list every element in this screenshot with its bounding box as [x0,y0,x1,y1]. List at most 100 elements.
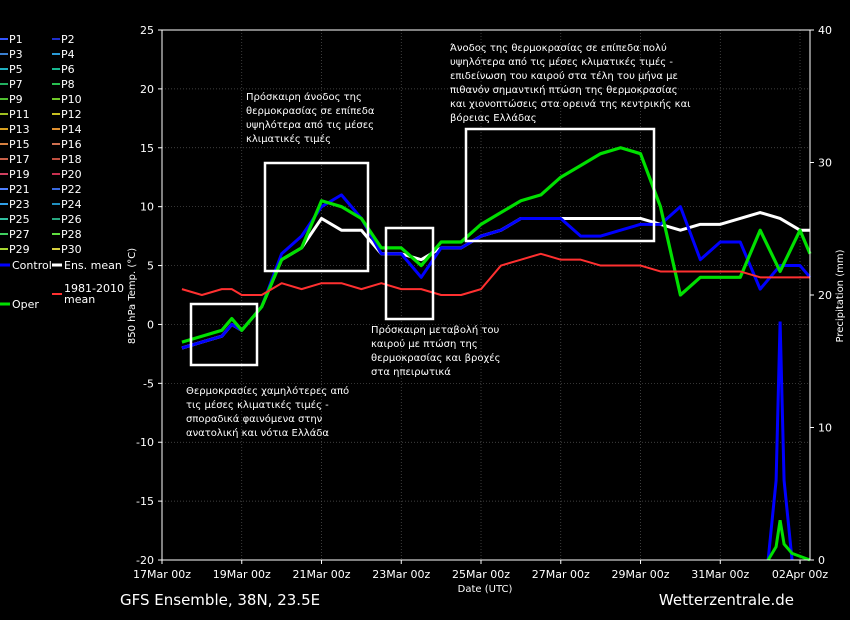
annotation-box [384,226,435,321]
legend-label: P18 [61,153,82,166]
legend-label: P25 [9,213,30,226]
y-tick-label-right: 0 [818,554,825,567]
y-tick-label-left: -20 [136,554,154,567]
legend-label: P22 [61,183,82,196]
y-axis-label-right: Precipitation (mm) [835,249,846,342]
x-tick-label: 17Mar 00z [133,568,191,581]
x-tick-label: 25Mar 00z [452,568,510,581]
legend-label: P1 [9,33,23,46]
y-tick-label-left: 20 [140,83,154,96]
annotation-line: σποραδικά φαινόμενα στην [186,413,323,425]
legend-label: P28 [61,228,82,241]
legend-label: P6 [61,63,75,76]
legend-label: Oper [12,298,39,311]
precip-line-control [766,321,794,561]
x-tick-label: 02Apr 00z [772,568,829,581]
legend-label-line: 1981-2010 [64,282,124,295]
legend-label: P12 [61,108,82,121]
annotation-line: καιρού με πτώση της [371,338,478,350]
annotation-line: θερμοκρασίας σε επίπεδα [246,105,375,117]
annotation-boxes [189,127,656,367]
annotation-line: βόρειας Ελλάδας [450,112,537,124]
legend-label-line: mean [64,293,95,306]
legend-label: P2 [61,33,75,46]
x-tick-label: 29Mar 00z [612,568,670,581]
legend-label: P20 [61,168,82,181]
y-tick-label-right: 30 [818,157,832,170]
x-tick-label: 21Mar 00z [292,568,350,581]
legend-label: P17 [9,153,30,166]
annotation-line: Θερμοκρασίες χαμηλότερες από [186,385,349,397]
y-tick-label-left: 25 [140,24,154,37]
legend-label: P16 [61,138,82,151]
legend-label: P24 [61,198,82,211]
annotation-line: πιθανόν σημαντική πτώση της θερμοκρασίας [450,84,678,96]
legend-label: P9 [9,93,23,106]
chart-title: Athens (GR) 850 hPa Temp. & Precipitatio… [163,3,707,22]
annotation-box [464,127,656,243]
legend-label: P23 [9,198,30,211]
legend-label: P13 [9,123,30,136]
annotation-text: Άνοδος της θερμοκρασίας σε επίπεδα πολύ υ… [450,42,691,124]
legend-label: P14 [61,123,82,136]
legend-label: P19 [9,168,30,181]
annotation-box [189,302,259,367]
legend-label: P29 [9,243,30,256]
legend-label: P11 [9,108,30,121]
chart-legend: P1 P2 P3 P4 P5 P6 P7 P8 P9 P10 P11 P12 P13 P14 P15 P16 P… [0,33,124,311]
annotation-line: επιδείνωση του καιρού στα τέλη του μήνα … [450,70,678,82]
y-tick-label-left: 10 [140,201,154,214]
legend-label: P4 [61,48,75,61]
precip-line-oper [766,520,811,562]
x-tick-label: 27Mar 00z [532,568,590,581]
annotation-line: και χιονοπτώσεις στα ορεινά της κεντρική… [450,98,691,110]
y-tick-label-left: 0 [147,318,154,331]
annotation-line: υψηλότερα από τις μέσες κλιματικές τιμές… [450,56,673,68]
y-tick-label-left: 5 [147,260,154,273]
legend-label: P27 [9,228,30,241]
legend-label: P7 [9,78,23,91]
legend-label: P5 [9,63,23,76]
temperature-series [181,146,812,350]
legend-label: Ens. mean [64,259,122,272]
annotation-text: Θερμοκρασίες χαμηλότερες από τις μέσες κλ… [186,385,349,439]
chart-axes: -20 -15 -10 -5 0 5 10 15 20 25 0 10 20 30 40 17Mar 00z 1… [133,24,832,581]
series-line-oper [181,146,812,344]
legend-label: P8 [61,78,75,91]
footer-site: Wetterzentrale.de [659,591,794,609]
annotation-line: υψηλότερα από τις μέσες [246,119,374,131]
legend-label: 1981-2010 mean [64,282,124,306]
legend-label: Control [12,259,52,272]
annotation-line: Πρόσκαιρη μεταβολή του [371,324,500,336]
x-axis-label: Date (UTC) [458,584,513,595]
legend-label: P26 [61,213,82,226]
y-tick-label-left: -15 [136,495,154,508]
y-axis-label-left: 850 hPa Temp. (°C) [127,248,138,344]
annotation-line: κλιματικές τιμές [246,133,331,145]
annotation-line: τις μέσες κλιματικές τιμές - [186,399,329,411]
annotation-text: Πρόσκαιρη άνοδος της θερμοκρασίας σε επίπ… [246,91,375,145]
x-tick-label: 23Mar 00z [372,568,430,581]
annotation-line: θερμοκρασίας και βροχές [371,352,501,364]
legend-label: P15 [9,138,30,151]
y-tick-label-right: 40 [818,24,832,37]
legend-label: P3 [9,48,23,61]
footer-source: GFS Ensemble, 38N, 23.5E [120,591,320,609]
annotation-line: στα ηπειρωτικά [371,366,451,378]
y-tick-label-left: -5 [143,377,154,390]
annotation-line: Πρόσκαιρη άνοδος της [246,91,362,103]
y-tick-label-right: 10 [818,422,832,435]
annotation-box [263,161,370,273]
y-tick-label-right: 20 [818,289,832,302]
legend-label: P10 [61,93,82,106]
series-line-1981-2010-mean [181,252,810,296]
annotation-text: Πρόσκαιρη μεταβολή του καιρού με πτώση τη… [371,324,501,378]
x-tick-label: 31Mar 00z [691,568,749,581]
annotations: Θερμοκρασίες χαμηλότερες από τις μέσες κλ… [186,42,691,439]
legend-label: P21 [9,183,30,196]
legend-label: P30 [61,243,82,256]
x-tick-label: 19Mar 00z [213,568,271,581]
annotation-line: ανατολική και νότια Ελλάδα [186,427,329,439]
y-tick-label-left: -10 [136,436,154,449]
